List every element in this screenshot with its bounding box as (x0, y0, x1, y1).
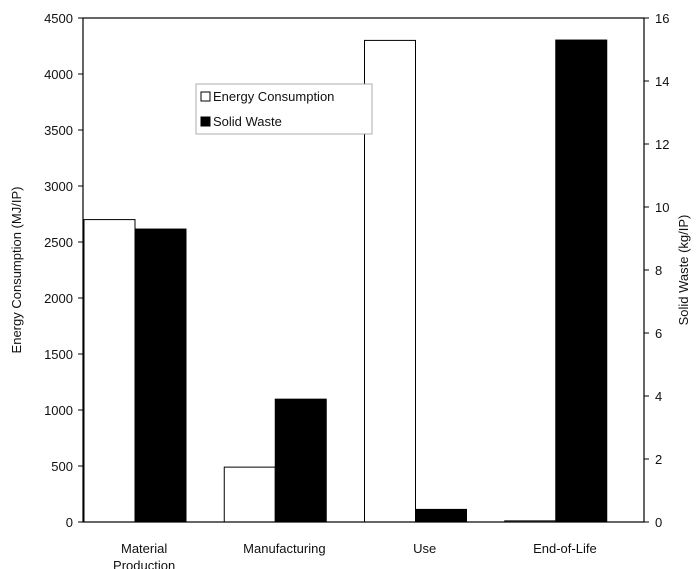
y2-tick-label: 10 (655, 200, 669, 215)
energy-bar (223, 466, 276, 523)
y2-axis-label: Solid Waste (kg/IP) (676, 215, 691, 326)
y2-tick-label: 4 (655, 389, 662, 404)
y-tick-label: 3500 (44, 123, 73, 138)
y-tick-label: 0 (66, 515, 73, 530)
category-labels: Material Production Manufacturing Use End-of… (113, 541, 597, 569)
y-tick-label: 1500 (44, 347, 73, 362)
y-tick-label: 4500 (44, 11, 73, 26)
category-label: Material (121, 541, 167, 556)
category-label: Use (413, 541, 436, 556)
y2-tick-label: 8 (655, 263, 662, 278)
y-tick-label: 1000 (44, 403, 73, 418)
bars-layer (83, 39, 608, 523)
category-label: End-of-Life (533, 541, 597, 556)
category-label: Manufacturing (243, 541, 325, 556)
waste-bar (134, 228, 187, 523)
legend-swatch (200, 116, 211, 127)
y-tick-label: 3000 (44, 179, 73, 194)
y-axis-label: Energy Consumption (MJ/IP) (9, 187, 24, 354)
y2-tick-label: 6 (655, 326, 662, 341)
y2-tick-label: 14 (655, 74, 669, 89)
waste-bar (415, 508, 467, 523)
category-label: Production (113, 558, 175, 569)
y-tick-label: 2500 (44, 235, 73, 250)
y-tick-label: 4000 (44, 67, 73, 82)
legend-label: Solid Waste (213, 114, 282, 129)
waste-bar (274, 398, 327, 523)
y2-tick-label: 0 (655, 515, 662, 530)
y-tick-label: 500 (51, 459, 73, 474)
legend-swatch (200, 91, 211, 102)
waste-bar (555, 39, 608, 523)
energy-bar (364, 39, 416, 523)
y-tick-label: 2000 (44, 291, 73, 306)
right-ticks: 0 2 4 6 8 10 12 14 16 (644, 11, 669, 530)
y2-tick-label: 2 (655, 452, 662, 467)
y2-tick-label: 16 (655, 11, 669, 26)
legend: Energy Consumption Solid Waste (195, 83, 373, 135)
left-ticks: 0 500 1000 1500 2000 2500 3000 3500 4000 4500 (44, 11, 83, 530)
energy-bar (83, 219, 136, 523)
legend-box (195, 83, 373, 135)
y2-tick-label: 12 (655, 137, 669, 152)
legend-label: Energy Consumption (213, 89, 334, 104)
